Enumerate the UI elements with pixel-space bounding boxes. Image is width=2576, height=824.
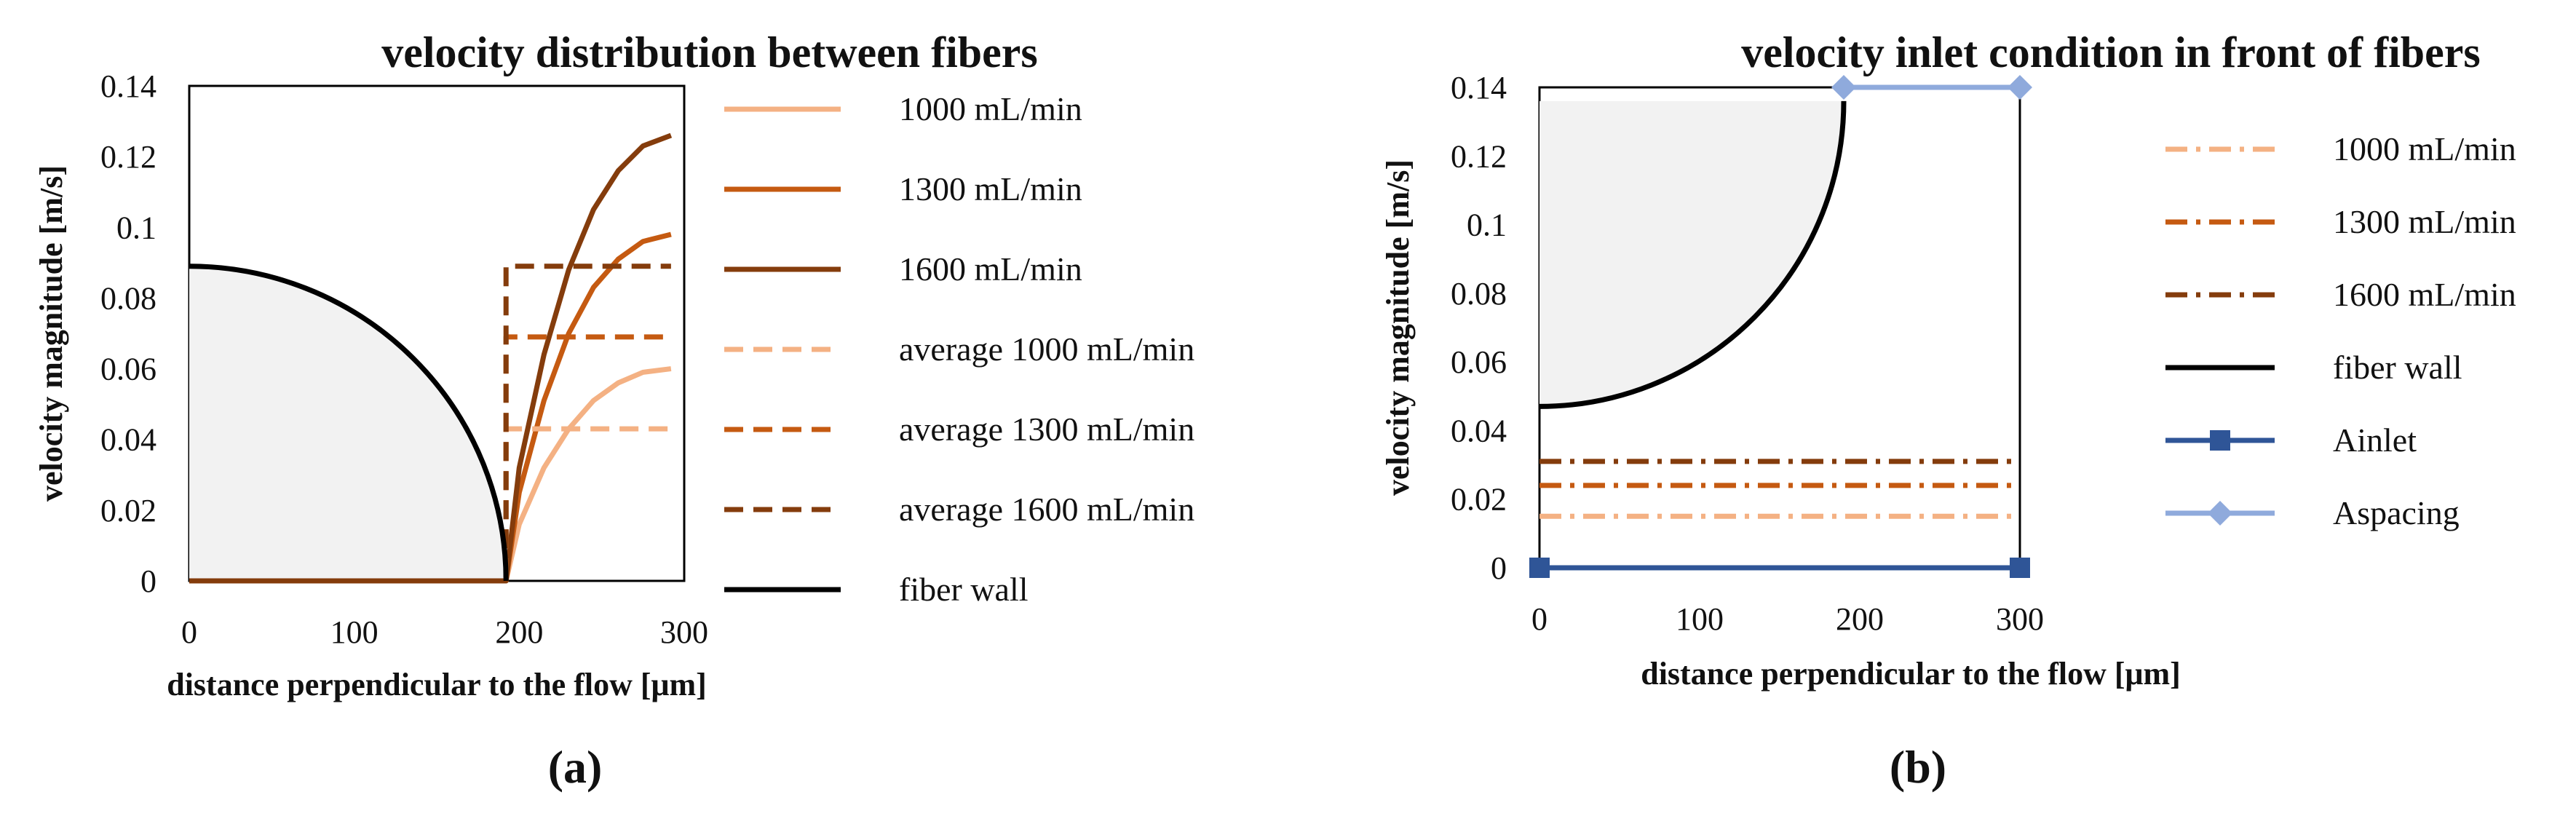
chart-a-series-1600-ml-min bbox=[189, 132, 673, 584]
chart-b-series-aspacing-marker bbox=[1831, 75, 1856, 100]
chart-b-y-tick-label: 0 bbox=[1491, 550, 1507, 586]
chart-b-series-ainlet-marker bbox=[1529, 558, 1550, 578]
chart-a-y-tick-label: 0.14 bbox=[100, 68, 156, 104]
chart-a-x-tick-label: 300 bbox=[660, 614, 708, 650]
chart-a-y-tick-label: 0.1 bbox=[116, 210, 156, 245]
chart-b-fiber-area bbox=[1539, 100, 1844, 407]
chart-b-x-tick-label: 200 bbox=[1836, 601, 1884, 637]
panel-b: velocity inlet condition in front of fib… bbox=[1380, 28, 2516, 793]
chart-a-x-tick-label: 100 bbox=[330, 614, 379, 650]
chart-b-y-tick-label: 0.08 bbox=[1451, 276, 1507, 312]
chart-a-x-tick-label: 200 bbox=[495, 614, 543, 650]
chart-a-y-tick-label: 0.06 bbox=[100, 352, 156, 387]
chart-a-panel-label: (a) bbox=[548, 741, 603, 793]
panel-a: velocity distribution between fibers 0 0.… bbox=[33, 28, 1194, 793]
chart-b-x-ticks: 0 100 200 300 bbox=[1531, 601, 2044, 637]
chart-a-x-label: distance perpendicular to the flow [μm] bbox=[167, 667, 707, 702]
chart-b-panel-label: (b) bbox=[1890, 741, 1946, 793]
chart-b-y-label: velocity magnitude [m/s] bbox=[1380, 159, 1416, 496]
chart-b-legend-label: Aspacing bbox=[2333, 494, 2460, 531]
chart-b-series bbox=[1529, 75, 2032, 578]
chart-b-y-tick-label: 0.12 bbox=[1451, 138, 1507, 174]
chart-a-legend-label: average 1000 mL/min bbox=[899, 330, 1194, 368]
chart-a-x-tick-label: 0 bbox=[181, 614, 197, 650]
chart-b-x-tick-label: 0 bbox=[1531, 601, 1547, 637]
chart-a-y-ticks: 0 0.02 0.04 0.06 0.08 0.1 0.12 0.14 bbox=[100, 68, 156, 599]
chart-a-y-tick-label: 0.12 bbox=[100, 139, 156, 175]
chart-b-title: velocity inlet condition in front of fib… bbox=[1741, 28, 2481, 76]
chart-b-legend-label: 1000 mL/min bbox=[2333, 130, 2516, 167]
chart-b-y-tick-label: 0.06 bbox=[1451, 344, 1507, 380]
chart-a-series bbox=[189, 132, 673, 584]
chart-b-legend-label: 1600 mL/min bbox=[2333, 276, 2516, 313]
chart-a-legend-label: 1300 mL/min bbox=[899, 170, 1082, 207]
chart-b-legend: 1000 mL/min 1300 mL/min 1600 mL/min fiber w… bbox=[2165, 130, 2516, 531]
chart-a-x-ticks: 0 100 200 300 bbox=[181, 614, 708, 650]
chart-b-y-tick-label: 0.02 bbox=[1451, 482, 1507, 518]
chart-b-legend-label: 1300 mL/min bbox=[2333, 203, 2516, 240]
chart-b-series-aspacing-marker bbox=[2008, 75, 2032, 100]
chart-a-y-tick-label: 0.04 bbox=[100, 422, 156, 458]
chart-a-fiber-fill bbox=[189, 266, 507, 581]
chart-b-legend-marker bbox=[2210, 430, 2230, 451]
chart-a-legend-label: 1600 mL/min bbox=[899, 250, 1082, 288]
chart-b-y-tick-label: 0.1 bbox=[1467, 207, 1507, 243]
chart-a-series-fiber-wall bbox=[189, 264, 509, 582]
chart-a-legend-label: average 1600 mL/min bbox=[899, 491, 1194, 528]
chart-a-legend-label: fiber wall bbox=[899, 571, 1029, 608]
chart-a-y-tick-label: 0.08 bbox=[100, 280, 156, 316]
chart-b-x-tick-label: 100 bbox=[1676, 601, 1724, 637]
chart-b-legend-marker bbox=[2208, 501, 2232, 526]
chart-a-title: velocity distribution between fibers bbox=[381, 28, 1038, 76]
chart-a-y-tick-label: 0 bbox=[140, 563, 156, 599]
chart-b-series-ainlet-marker bbox=[2010, 558, 2030, 578]
chart-b-legend-label: Ainlet bbox=[2333, 421, 2417, 459]
chart-a-legend-label: average 1300 mL/min bbox=[899, 411, 1194, 448]
chart-b-legend-label: fiber wall bbox=[2333, 349, 2462, 386]
chart-b-y-ticks: 0 0.02 0.04 0.06 0.08 0.1 0.12 0.14 bbox=[1451, 70, 1507, 586]
chart-a-legend-label: 1000 mL/min bbox=[899, 90, 1082, 127]
chart-b-y-tick-label: 0.04 bbox=[1451, 413, 1507, 448]
chart-b-x-tick-label: 300 bbox=[1996, 601, 2044, 637]
chart-a-series-average-1600-ml-min bbox=[189, 264, 671, 584]
chart-b-x-label: distance perpendicular to the flow [μm] bbox=[1641, 656, 2181, 692]
chart-a-legend: 1000 mL/min 1300 mL/min 1600 mL/min average… bbox=[724, 90, 1194, 608]
chart-a-y-label: velocity magnitude [m/s] bbox=[33, 165, 69, 502]
chart-b-fiber-fill bbox=[1539, 100, 1844, 407]
chart-a-fiber-area bbox=[189, 266, 507, 581]
chart-b-series-fiber-wall bbox=[1539, 100, 1847, 409]
chart-a-y-tick-label: 0.02 bbox=[100, 493, 156, 528]
chart-b-y-tick-label: 0.14 bbox=[1451, 70, 1507, 106]
